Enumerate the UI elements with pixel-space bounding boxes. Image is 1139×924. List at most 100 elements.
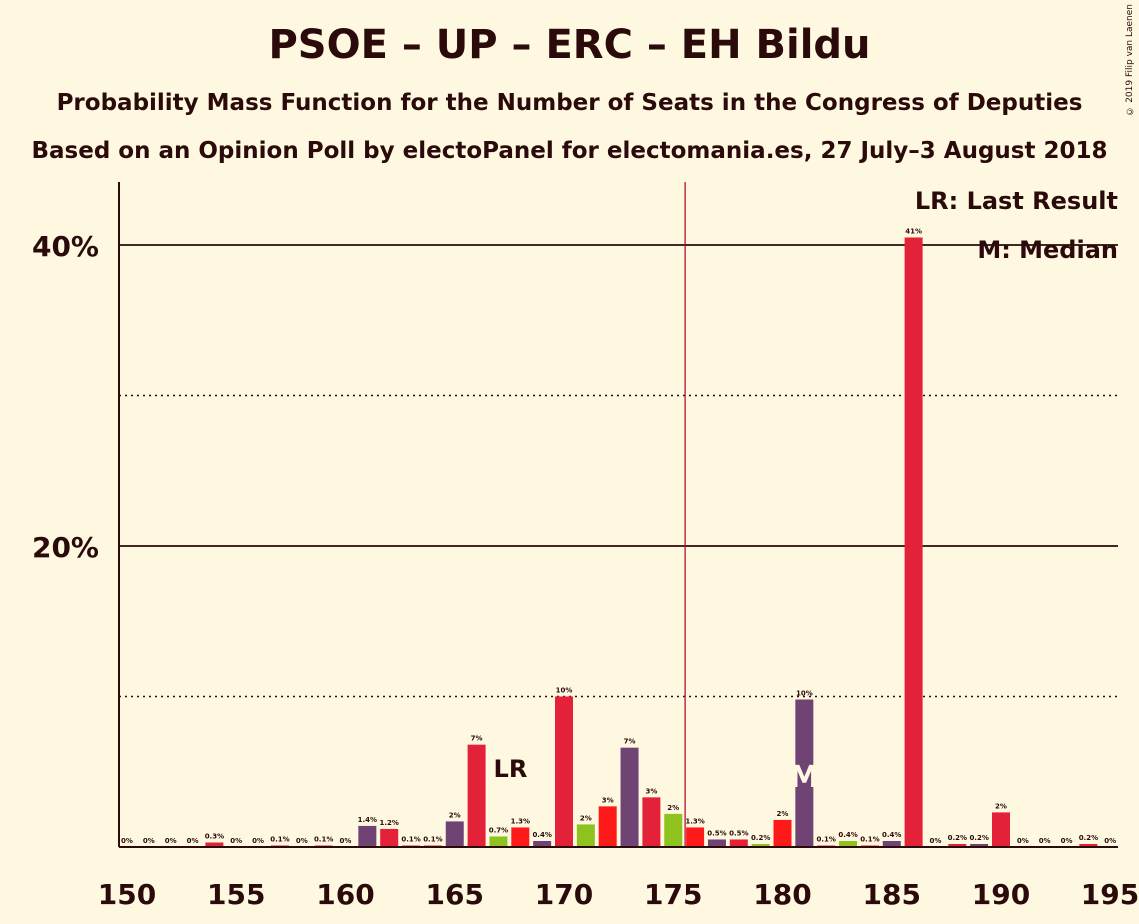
bar-value-label: 7%: [624, 738, 636, 746]
bar-value-label: 0%: [296, 837, 308, 845]
bar-value-label: 2%: [449, 811, 461, 819]
bar-value-label: 0.1%: [816, 835, 835, 843]
bar-value-label: 0%: [340, 837, 352, 845]
bar-value-label: 0%: [1039, 837, 1051, 845]
bar: [992, 812, 1010, 847]
bar: [555, 696, 573, 847]
x-tick-label: 155: [207, 878, 265, 911]
bar: [598, 806, 617, 847]
bar-value-label: 1.4%: [358, 816, 377, 824]
x-tick-label: 160: [316, 878, 374, 911]
bar-value-label: 0.4%: [532, 831, 551, 839]
legend-last-result: LR: Last Result: [915, 187, 1118, 215]
bar: [970, 843, 989, 847]
bar-value-label: 2%: [995, 802, 1007, 810]
chart-markers: LR M: [494, 755, 820, 795]
last-result-marker: LR: [494, 755, 528, 783]
bar: [205, 842, 224, 847]
x-tick-label: 190: [972, 878, 1030, 911]
bar-labels: 0% 0% 0% 0%0.3%0% 0% 0.1% 0% 0.1% 0%1.4% 1.2%0.1%…: [121, 227, 1116, 845]
bar: [533, 840, 552, 847]
bar: [664, 813, 683, 847]
bar-value-label: 0%: [1061, 837, 1073, 845]
bar-value-label: 3%: [645, 787, 657, 795]
bar: [380, 828, 399, 847]
x-tick-label: 170: [535, 878, 593, 911]
bar-value-label: 7%: [471, 735, 483, 743]
bar-value-label: 0.1%: [423, 835, 442, 843]
median-marker: M: [789, 760, 819, 795]
bar: [576, 824, 595, 847]
legend-median: M: Median: [977, 236, 1118, 264]
bar: [773, 819, 792, 847]
axes: 20% 40% 150 155 160 165 170 175 180 185 190 195: [32, 182, 1139, 911]
bar: [620, 747, 639, 847]
bar: [686, 827, 705, 847]
chart-subtitle: Probability Mass Function for the Number…: [56, 90, 1083, 116]
y-tick-label: 20%: [32, 531, 99, 564]
bar: [948, 843, 967, 847]
bar-value-label: 0%: [252, 837, 264, 845]
x-tick-label: 180: [753, 878, 811, 911]
bar-value-label: 0.7%: [489, 826, 508, 834]
bar-value-label: 0.1%: [860, 835, 879, 843]
bar-value-label: 0.2%: [948, 834, 967, 842]
bar: [489, 836, 508, 847]
bar-value-label: 0.1%: [314, 835, 333, 843]
legend: LR: Last Result M: Median: [915, 187, 1118, 264]
bar: [445, 821, 464, 847]
y-tick-label: 40%: [32, 230, 99, 263]
x-tick-label: 150: [98, 878, 156, 911]
bar-value-label: 0%: [121, 837, 133, 845]
chart-title: PSOE – UP – ERC – EH Bildu: [268, 22, 871, 68]
bar-value-label: 0.5%: [707, 829, 726, 837]
bar-value-label: 0.5%: [729, 829, 748, 837]
x-tick-label: 185: [863, 878, 921, 911]
bar: [882, 840, 901, 847]
x-tick-label: 175: [644, 878, 702, 911]
bar-value-label: 3%: [602, 796, 614, 804]
bar: [511, 827, 530, 847]
bar-value-label: 2%: [777, 810, 789, 818]
bar-value-label: 1.3%: [685, 817, 704, 825]
bar-value-label: 0%: [143, 837, 155, 845]
bar-value-label: 2%: [580, 814, 592, 822]
chart-source: Based on an Opinion Poll by electoPanel …: [31, 138, 1108, 164]
bar-value-label: 10%: [556, 687, 573, 695]
bar: [904, 237, 923, 848]
bar-value-label: 1.2%: [379, 819, 398, 827]
bar: [839, 840, 858, 847]
bar: [751, 843, 770, 847]
bar: [707, 839, 726, 847]
bar-value-label: 2%: [667, 804, 679, 812]
bar-value-label: 1.3%: [511, 817, 530, 825]
bar-value-label: 0.2%: [751, 834, 770, 842]
bar-value-label: 0.3%: [205, 832, 224, 840]
bar-value-label: 0.1%: [401, 835, 420, 843]
x-tick-label: 165: [426, 878, 484, 911]
bar-value-label: 0.1%: [270, 835, 289, 843]
bar: [1079, 843, 1098, 847]
x-tick-label: 195: [1081, 878, 1139, 911]
bar-value-label: 10%: [796, 690, 813, 698]
bar-value-label: 0.4%: [838, 831, 857, 839]
bar-series: [205, 237, 1098, 848]
bar: [642, 797, 661, 847]
bar-value-label: 0.2%: [1079, 834, 1098, 842]
bar: [358, 825, 377, 847]
bar-value-label: 0%: [230, 837, 242, 845]
bar-value-label: 0%: [1017, 837, 1029, 845]
bar-value-label: 0.4%: [882, 831, 901, 839]
bar-value-label: 0%: [187, 837, 199, 845]
bar: [795, 699, 814, 847]
grid-lines: [119, 244, 1118, 698]
bar: [467, 744, 486, 847]
bar-value-label: 0%: [1104, 837, 1116, 845]
bar-value-label: 0.2%: [969, 834, 988, 842]
bar-value-label: 41%: [905, 227, 922, 235]
bar: [729, 839, 748, 847]
bar-value-label: 0%: [930, 837, 942, 845]
bar-value-label: 0%: [165, 837, 177, 845]
